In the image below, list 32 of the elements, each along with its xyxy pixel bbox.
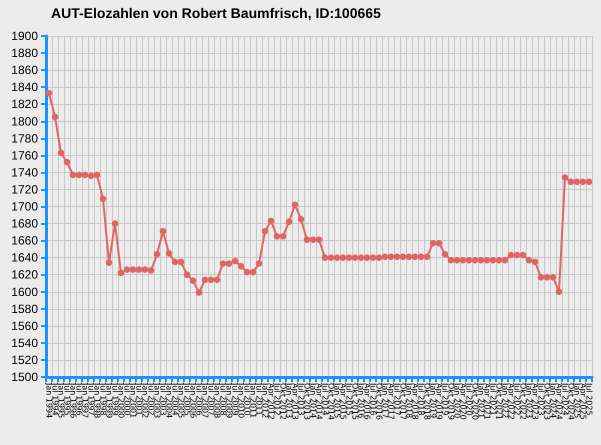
- y-tick-label: 1900: [11, 29, 38, 43]
- y-tick-label: 1580: [11, 302, 38, 316]
- x-tick-label: Jan 1994: [44, 382, 54, 418]
- x-tick-label: Jul 2016: [368, 382, 378, 416]
- y-tick-label: 1520: [11, 352, 38, 367]
- y-tick-label: 1540: [11, 336, 38, 350]
- x-tick-label: Jul 2024: [560, 382, 570, 416]
- x-tick-label: Jul 2014: [320, 382, 330, 416]
- x-tick-label: Jul 2004: [170, 382, 180, 416]
- y-tick-label: 1660: [11, 234, 38, 248]
- y-tick-label: 1720: [11, 182, 38, 196]
- y-tick-label: 1840: [11, 80, 38, 94]
- y-tick-label: 1700: [11, 200, 38, 214]
- y-tick-label: 1880: [11, 46, 38, 60]
- y-tick-label: 1640: [11, 250, 38, 265]
- y-tick-label: 1780: [11, 131, 38, 146]
- y-tick-label: 1860: [11, 63, 38, 78]
- y-tick-label: 1500: [11, 370, 38, 384]
- y-tick-label: 1800: [11, 114, 38, 128]
- x-tick-label: Jul 2018: [416, 382, 426, 416]
- y-tick-label: 1600: [11, 284, 38, 299]
- y-tick-label: 1560: [11, 318, 38, 333]
- x-tick-label: Jul 2020: [464, 382, 474, 416]
- y-tick-label: 1820: [11, 97, 38, 112]
- y-tick-label: 1680: [11, 216, 38, 231]
- x-tick-label: Jul 2019: [440, 382, 450, 416]
- y-tick-label: 1760: [11, 148, 38, 162]
- x-tick-label: Jul 2021: [488, 382, 498, 416]
- y-tick-label: 1620: [11, 268, 38, 282]
- y-tick-label: 1740: [11, 165, 38, 180]
- x-tick-label: Jul 1994: [50, 382, 60, 416]
- chart-title: AUT-Elozahlen von Robert Baumfrisch, ID:100665: [51, 5, 382, 21]
